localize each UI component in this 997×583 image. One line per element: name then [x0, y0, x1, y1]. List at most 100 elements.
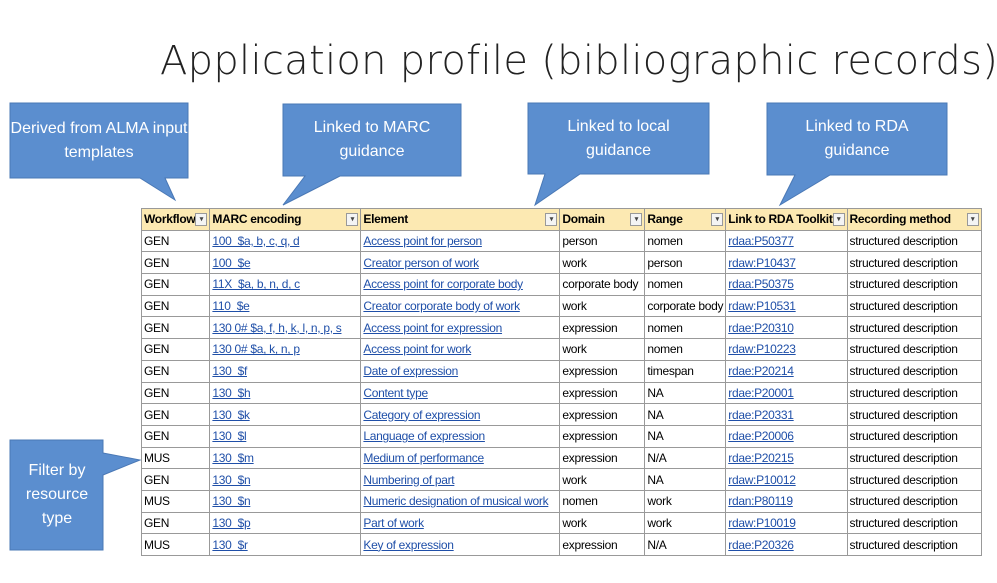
table-cell: structured description: [846, 316, 982, 340]
cell-text: structured description: [849, 537, 958, 552]
header-text: Element: [363, 212, 408, 227]
header-text: Recording method: [849, 212, 952, 227]
table-cell: work: [644, 489, 727, 513]
cell-link: Creator corporate body of work: [363, 299, 520, 314]
cell-link: Key of expression: [363, 537, 454, 552]
callout-text: Linked to local guidance: [567, 117, 670, 159]
table-cell: Access point for corporate body: [360, 273, 561, 296]
table-cell: expression: [559, 533, 646, 556]
table-cell: Numbering of part: [360, 468, 561, 491]
cell-text: work: [562, 342, 587, 357]
table-cell: rdaw:P10019: [725, 511, 848, 535]
cell-text: GEN: [144, 385, 170, 400]
cell-link: Language of expression: [363, 429, 485, 444]
cell-text: expression: [562, 537, 618, 552]
table-cell: NA: [644, 381, 727, 405]
cell-text: structured description: [849, 472, 958, 487]
cell-text: person: [562, 234, 598, 249]
table-cell: work: [644, 511, 727, 535]
table-cell: work: [559, 338, 646, 361]
table-row: GEN 130 $n Numbering of part work NA rdaw:P10…: [140, 468, 982, 491]
cell-text: NA: [647, 429, 664, 444]
table-cell: rdae:P20310: [725, 316, 848, 340]
table-cell: 130 $f: [209, 359, 362, 383]
callout-text: Linked to MARC guidance: [313, 119, 431, 160]
table-cell: GEN: [140, 359, 211, 383]
callout-shape: [527, 102, 710, 207]
table-cell: 11X $a, b, n, d, c: [209, 273, 362, 296]
filter-button: ▾: [545, 213, 558, 226]
cell-text: structured description: [849, 255, 958, 270]
cell-link: rdaa:P50377: [728, 234, 794, 249]
table-cell: structured description: [846, 294, 982, 318]
cell-link: Numeric designation of musical work: [363, 494, 549, 509]
table-cell: Category of expression: [360, 403, 561, 426]
table-cell: structured description: [846, 511, 982, 535]
cell-text: corporate body: [647, 299, 724, 314]
table-cell: 110 $e: [209, 294, 362, 318]
cell-link: rdae:P20001: [728, 385, 794, 400]
cell-link: Access point for person: [363, 234, 482, 249]
cell-text: GEN: [144, 255, 170, 270]
cell-text: structured description: [849, 277, 958, 292]
table-cell: Date of expression: [360, 359, 561, 383]
cell-text: expression: [562, 429, 618, 444]
table-cell: 130 $n: [209, 468, 362, 491]
cell-text: MUS: [144, 450, 170, 465]
table-cell: Key of expression: [360, 533, 561, 556]
cell-link: 11X $a, b, n, d, c: [212, 277, 300, 292]
cell-text: MUS: [144, 537, 170, 552]
cell-text: NA: [647, 472, 664, 487]
table-row: GEN 11X $a, b, n, d, c Access point for co…: [140, 273, 982, 296]
table-cell: MUS: [140, 489, 211, 513]
cell-link: rdaw:P10019: [728, 515, 796, 530]
table-cell: N/A: [644, 533, 727, 556]
cell-text: structured description: [849, 450, 958, 465]
cell-link: rdaa:P50375: [728, 277, 794, 292]
table-row: GEN 100 $e Creator person of work work perso…: [140, 251, 982, 275]
table-cell: structured description: [846, 381, 982, 405]
table-cell: nomen: [644, 316, 727, 340]
table-cell: rdaw:P10437: [725, 251, 848, 275]
cell-text: N/A: [647, 450, 667, 465]
table-cell: structured description: [846, 489, 982, 513]
table-cell: structured description: [846, 229, 982, 253]
header-text: Workflow: [144, 212, 196, 227]
table-cell: GEN: [140, 511, 211, 535]
table-cell: structured description: [846, 359, 982, 383]
table-cell: Part of work: [360, 511, 561, 535]
column-header: MARC encoding ▾: [209, 208, 362, 231]
table-cell: rdaw:P10223: [725, 338, 848, 361]
table-cell: GEN: [140, 229, 211, 253]
cell-text: NA: [647, 407, 664, 422]
table-body: GEN 100 $a, b, c, q, d Access point for pe…: [140, 229, 982, 556]
cell-text: work: [562, 299, 587, 314]
cell-text: structured description: [849, 342, 958, 357]
cell-text: GEN: [144, 364, 170, 379]
cell-text: timespan: [647, 364, 694, 379]
table-cell: structured description: [846, 338, 982, 361]
table-cell: 130 $p: [209, 511, 362, 535]
table-cell: Access point for expression: [360, 316, 561, 340]
header-text: MARC encoding: [212, 212, 302, 227]
cell-text: expression: [562, 364, 618, 379]
table-cell: 100 $e: [209, 251, 362, 275]
table-cell: rdae:P20001: [725, 381, 848, 405]
table-cell: MUS: [140, 446, 211, 470]
cell-text: GEN: [144, 515, 170, 530]
table-cell: NA: [644, 468, 727, 491]
table-cell: NA: [644, 403, 727, 426]
column-header: Element ▾: [360, 208, 561, 231]
cell-link: Part of work: [363, 515, 424, 530]
table-row: GEN 130 0# $a, k, n, p Access point for wo…: [140, 338, 982, 361]
cell-text: GEN: [144, 234, 170, 249]
table-row: MUS 130 $n Numeric designation of musical …: [140, 489, 982, 513]
cell-link: Access point for work: [363, 342, 472, 357]
cell-link: 110 $e: [212, 299, 250, 314]
table-cell: GEN: [140, 403, 211, 426]
column-header: Link to RDA Toolkit ▾: [725, 208, 848, 231]
callout-shape: [766, 102, 948, 207]
table-cell: rdaa:P50377: [725, 229, 848, 253]
table-cell: structured description: [846, 468, 982, 491]
